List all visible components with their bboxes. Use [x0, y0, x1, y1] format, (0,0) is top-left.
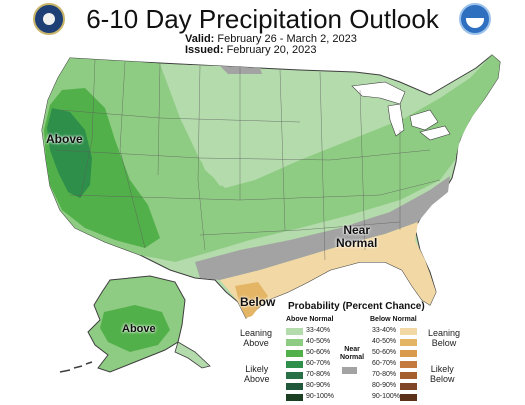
legend-likely-below: Likely Below	[430, 364, 455, 384]
issued-line: Issued: February 20, 2023	[185, 44, 316, 56]
legend-likely-above: Likely Above	[244, 364, 270, 384]
legend-near-swatch	[342, 367, 357, 374]
legend-below-range: 60-70%	[372, 360, 397, 367]
legend-above-swatch	[286, 372, 303, 379]
below-40-50-texas	[235, 282, 268, 318]
legend-below-swatch	[400, 339, 417, 346]
legend-above-range: 40-50%	[306, 338, 331, 345]
legend-below-range: 50-60%	[372, 349, 397, 356]
legend-below-range: 40-50%	[372, 338, 397, 345]
legend-below-range: 70-80%	[372, 371, 397, 378]
alaska-panhandle	[174, 341, 211, 369]
legend-above-swatch	[286, 350, 303, 357]
legend-below-swatch	[400, 328, 417, 335]
legend-above-swatch	[286, 394, 303, 401]
legend-near-header: Near Normal	[340, 346, 365, 361]
legend-above-swatch	[286, 328, 303, 335]
label-above-west: Above	[46, 132, 83, 146]
dept-of-commerce-seal-icon	[33, 3, 65, 35]
legend-leaning-below: Leaning Below	[428, 328, 461, 348]
legend-above-swatch	[286, 383, 303, 390]
band-33-40-plains	[160, 64, 300, 186]
legend-above-range: 33-40%	[306, 327, 331, 334]
legend-above-swatch	[286, 339, 303, 346]
issued-date: February 20, 2023	[226, 44, 317, 56]
alaska-50-60	[100, 305, 170, 352]
legend-below-swatch	[400, 361, 417, 368]
legend-above-swatch	[286, 361, 303, 368]
legend-above-header: Above Normal	[286, 316, 334, 323]
band-40-50	[42, 55, 500, 262]
aleutian-islands	[59, 361, 93, 373]
valid-line: Valid: February 26 - March 2, 2023	[185, 33, 357, 45]
legend-below-swatch	[400, 383, 417, 390]
label-near-normal: Near Normal	[336, 223, 378, 250]
legend-above-range: 90-100%	[306, 393, 335, 400]
legend-below-swatch	[400, 394, 417, 401]
legend-above-range: 70-80%	[306, 371, 331, 378]
legend-title: Probability (Percent Chance)	[288, 301, 425, 312]
near-normal-band	[195, 176, 450, 280]
issued-label: Issued:	[185, 44, 224, 56]
legend-leaning-above: Leaning Above	[240, 328, 273, 348]
legend-below-swatch	[400, 350, 417, 357]
legend-above-range: 80-90%	[306, 382, 331, 389]
legend-above-range: 60-70%	[306, 360, 331, 367]
near-normal-north	[220, 66, 262, 74]
valid-dates: February 26 - March 2, 2023	[217, 33, 357, 45]
state-lines	[54, 59, 441, 261]
band-60-70-coast	[47, 108, 92, 198]
label-below-texas: Below	[240, 295, 276, 309]
legend-below-swatch	[400, 372, 417, 379]
legend-below-range: 80-90%	[372, 382, 397, 389]
legend-below-header: Below Normal	[370, 316, 417, 323]
valid-label: Valid:	[185, 33, 215, 45]
legend-above-range: 50-60%	[306, 349, 331, 356]
legend-below-range: 90-100%	[372, 393, 401, 400]
legend-below-range: 33-40%	[372, 327, 397, 334]
noaa-logo-icon	[459, 3, 491, 35]
page-title: 6-10 Day Precipitation Outlook	[86, 4, 439, 34]
below-normal-southeast	[220, 222, 436, 318]
label-above-alaska: Above	[122, 323, 156, 335]
